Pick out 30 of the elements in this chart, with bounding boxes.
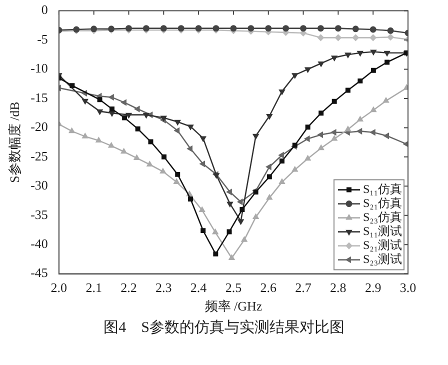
legend-label: S₁₁仿真 xyxy=(363,182,402,196)
y-axis-title: S参数幅度 /dB xyxy=(7,101,22,183)
x-axis-title: 频率 /GHz xyxy=(204,298,262,314)
x-tick-label: 2.4 xyxy=(190,280,208,296)
y-tick-label: -25 xyxy=(30,148,48,164)
legend-label: S₂₁仿真 xyxy=(363,196,402,210)
y-tick-label: -20 xyxy=(30,119,48,134)
caption: 图4 S参数的仿真与实测结果对比图 xyxy=(102,318,346,337)
y-tick-label: 0 xyxy=(41,2,48,18)
x-tick-label: 3.0 xyxy=(400,280,416,296)
legend-label: S₂₃仿真 xyxy=(363,210,402,224)
x-tick-label: 2.8 xyxy=(330,280,346,296)
y-tick-label: -35 xyxy=(30,206,48,222)
x-tick-label: 2.9 xyxy=(364,280,382,296)
y-tick-label: -5 xyxy=(37,31,48,46)
x-tick-label: 2.0 xyxy=(50,280,68,296)
legend-label: S₂₃测试 xyxy=(363,252,402,266)
y-tick-label: -40 xyxy=(30,236,48,251)
x-tick-label: 2.5 xyxy=(225,280,242,296)
legend-label: S₂₁测试 xyxy=(363,238,402,252)
y-tick-label: -15 xyxy=(30,90,48,105)
x-tick-label: 2.3 xyxy=(156,280,172,296)
x-tick-label: 2.7 xyxy=(295,280,312,296)
y-tick-label: -10 xyxy=(30,60,48,76)
x-tick-label: 2.2 xyxy=(120,280,137,296)
y-tick-label: -30 xyxy=(30,178,48,193)
x-tick-label: 2.6 xyxy=(260,280,277,296)
y-tick-label: -45 xyxy=(30,265,48,280)
legend-label: S₁₁测试 xyxy=(363,224,402,238)
x-tick-label: 2.1 xyxy=(86,280,102,296)
